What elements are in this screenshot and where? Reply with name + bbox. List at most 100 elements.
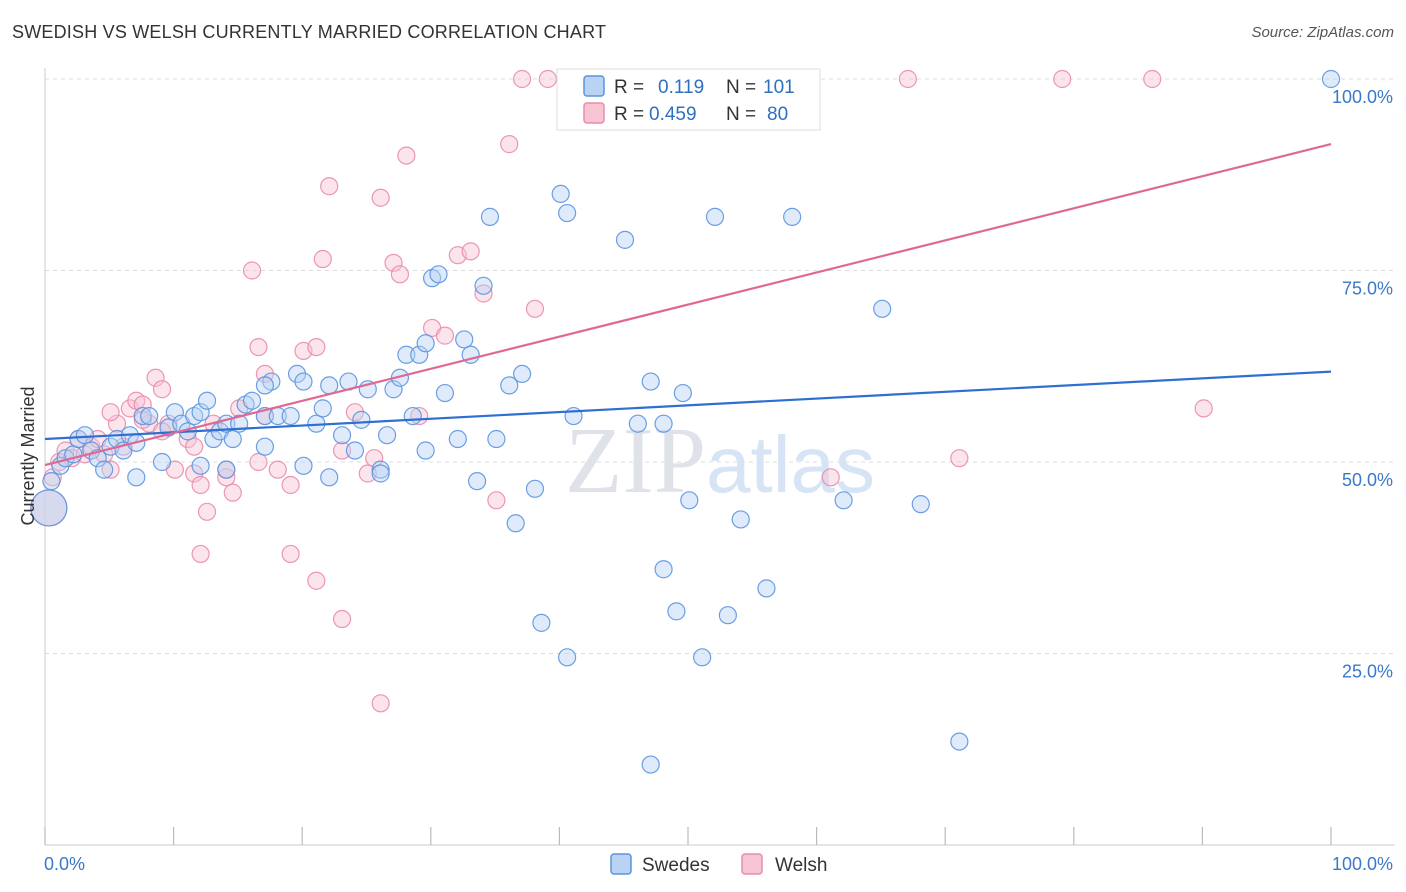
- swedes-point: [783, 207, 802, 226]
- welsh-point: [197, 502, 217, 521]
- swedes-point: [435, 383, 455, 403]
- swedes-point: [487, 429, 506, 449]
- welsh-point: [217, 468, 236, 487]
- welsh-point: [281, 475, 300, 495]
- bottom-legend-welsh-swatch: [741, 853, 763, 875]
- swedes-point: [416, 441, 435, 460]
- legend-swedes-n-value: 101: [763, 77, 795, 98]
- swedes-point: [281, 406, 300, 426]
- legend-swedes-r-label: R =: [614, 77, 644, 98]
- swedes-point: [133, 406, 152, 426]
- swedes-trendline: [44, 370, 1332, 441]
- y-tick-labels: 25.0% 50.0% 75.0% 100.0%: [1332, 87, 1393, 682]
- bottom-legend-swedes-label: Swedes: [642, 855, 710, 876]
- swedes-point: [140, 406, 159, 426]
- swedes-point: [448, 429, 467, 449]
- swedes-point: [455, 330, 474, 349]
- swedes-point: [834, 491, 853, 510]
- swedes-point: [615, 230, 635, 249]
- swedes-point: [873, 299, 892, 318]
- bottom-legend-swedes-swatch: [610, 853, 632, 875]
- swedes-point: [628, 414, 647, 433]
- swedes-point: [345, 441, 365, 460]
- x-tick-labels: 0.0% 100.0%: [44, 854, 1393, 874]
- welsh-point: [320, 177, 339, 196]
- source-label: Source: ZipAtlas.com: [1251, 24, 1394, 41]
- welsh-point: [242, 261, 262, 280]
- welsh-point: [474, 284, 493, 303]
- swedes-point: [667, 602, 686, 621]
- swedes-point: [525, 479, 545, 498]
- legend-welsh-swatch: [583, 102, 605, 124]
- welsh-point: [307, 338, 326, 357]
- swedes-point: [757, 579, 776, 598]
- swedes-point: [313, 399, 332, 418]
- swedes-point: [480, 207, 500, 226]
- welsh-point: [500, 135, 519, 154]
- swedes-point: [551, 184, 570, 203]
- swedes-point: [255, 437, 275, 456]
- welsh-point: [1143, 69, 1162, 89]
- swedes-point: [152, 452, 172, 472]
- welsh-point: [384, 253, 403, 272]
- welsh-point: [365, 449, 384, 468]
- swedes-point: [242, 391, 262, 410]
- swedes-point: [384, 380, 403, 399]
- swedes-point: [731, 510, 750, 529]
- swedes-point: [217, 460, 236, 479]
- welsh-point: [538, 69, 557, 89]
- welsh-point: [898, 69, 918, 89]
- gridlines: [45, 78, 1395, 654]
- welsh-point: [1194, 399, 1213, 418]
- swedes-point: [403, 406, 422, 426]
- swedes-point: [371, 460, 390, 479]
- welsh-point: [185, 437, 204, 456]
- swedes-point: [371, 464, 390, 483]
- swedes-point: [705, 207, 725, 226]
- swedes-point: [397, 345, 416, 364]
- welsh-point: [390, 265, 410, 284]
- swedes-point: [718, 606, 737, 625]
- swedes-point: [950, 732, 969, 751]
- swedes-point: [165, 403, 184, 422]
- swedes-point: [30, 489, 68, 527]
- legend-swedes-r-value: 0.119: [658, 77, 704, 98]
- swedes-point: [474, 276, 493, 295]
- swedes-point: [223, 429, 242, 449]
- y-tick-label: 100.0%: [1332, 87, 1393, 107]
- welsh-point: [332, 441, 352, 460]
- chart-title: SWEDISH VS WELSH CURRENTLY MARRIED CORRE…: [12, 22, 607, 42]
- welsh-point: [223, 483, 242, 502]
- y-tick-label: 50.0%: [1342, 470, 1393, 490]
- swedes-point: [95, 460, 114, 479]
- swedes-point: [294, 372, 313, 391]
- welsh-point: [1053, 69, 1072, 89]
- welsh-point: [821, 468, 840, 487]
- swedes-point: [532, 613, 551, 632]
- welsh-point: [107, 414, 127, 433]
- welsh-point: [525, 299, 545, 318]
- legend: R = 0.119 N = 101 R = 0.459 N = 80: [556, 68, 821, 131]
- welsh-point: [371, 188, 390, 207]
- swedes-point: [416, 334, 435, 353]
- legend-welsh-n-label: N =: [726, 104, 756, 125]
- swedes-point: [654, 414, 673, 433]
- bottom-legend-welsh-label: Welsh: [775, 855, 827, 876]
- swedes-point: [641, 372, 660, 391]
- welsh-point: [307, 571, 326, 590]
- welsh-point: [101, 460, 120, 479]
- trendlines: [44, 143, 1332, 467]
- swedes-point: [255, 376, 275, 395]
- axes: [44, 68, 1395, 846]
- welsh-point: [152, 380, 172, 399]
- swedes-point: [513, 364, 532, 384]
- swedes-point: [42, 472, 61, 491]
- welsh-point: [950, 449, 969, 468]
- y-axis-label: Currently Married: [18, 386, 38, 525]
- swedes-point: [320, 468, 339, 487]
- watermark: ZIPatlas: [565, 409, 875, 513]
- swedes-point: [693, 648, 712, 667]
- swedes-point: [197, 391, 217, 410]
- swedes-point: [352, 410, 371, 429]
- swedes-point: [558, 648, 577, 667]
